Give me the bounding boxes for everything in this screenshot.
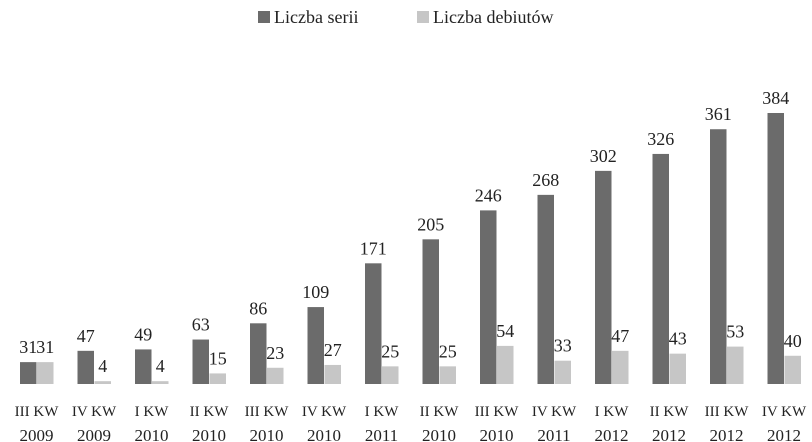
value-label: 33	[554, 336, 572, 356]
bar	[669, 353, 686, 384]
x-tick-label: 2010	[192, 426, 226, 442]
value-label: 43	[669, 329, 687, 349]
bar	[209, 373, 226, 384]
value-label: 49	[134, 324, 152, 344]
x-tick-label: 2010	[307, 426, 341, 442]
legend-label: Liczba debiutów	[433, 7, 553, 27]
value-label: 53	[726, 322, 744, 342]
bar	[537, 194, 554, 384]
x-tick-label: 2012	[652, 426, 686, 442]
bar	[480, 210, 497, 384]
value-label: 171	[360, 238, 387, 258]
bar	[439, 366, 456, 384]
bar	[784, 355, 801, 384]
value-label: 47	[77, 326, 95, 346]
x-tick-label: IV KW	[762, 404, 807, 420]
x-tick-label: III KW	[705, 404, 750, 420]
bar	[382, 366, 399, 384]
bar	[652, 153, 669, 384]
legend-label: Liczba serii	[274, 7, 358, 27]
x-tick-label: IV KW	[72, 404, 117, 420]
bar	[37, 362, 54, 384]
x-tick-label: I KW	[135, 404, 170, 420]
value-label: 25	[381, 341, 399, 361]
x-tick-label: 2012	[710, 426, 744, 442]
x-tick-label: I KW	[365, 404, 400, 420]
bar	[365, 263, 382, 384]
value-label: 63	[192, 315, 210, 335]
bar	[595, 170, 612, 384]
value-label: 268	[532, 170, 559, 190]
bar	[422, 239, 439, 384]
bar	[307, 307, 324, 384]
value-label: 47	[611, 326, 629, 346]
value-label: 15	[209, 348, 227, 368]
x-tick-label: II KW	[190, 404, 230, 420]
value-label: 361	[705, 104, 732, 124]
x-tick-label: IV KW	[302, 404, 347, 420]
value-label: 246	[475, 185, 502, 205]
legend-swatch	[417, 11, 429, 23]
bar	[267, 367, 284, 384]
value-label: 54	[496, 321, 514, 341]
x-tick-label: 2010	[135, 426, 169, 442]
value-label: 326	[647, 129, 674, 149]
value-label: 4	[156, 356, 165, 376]
x-tick-label: IV KW	[532, 404, 577, 420]
bar	[192, 339, 209, 384]
value-label: 31	[36, 337, 54, 357]
x-tick-label: 2010	[480, 426, 514, 442]
x-tick-label: 2012	[767, 426, 801, 442]
bar	[152, 381, 169, 384]
x-tick-label: III KW	[245, 404, 290, 420]
bar	[710, 129, 727, 384]
value-label: 27	[324, 340, 342, 360]
value-label: 40	[784, 331, 802, 351]
x-tick-label: 2011	[365, 426, 398, 442]
value-label: 23	[266, 343, 284, 363]
x-tick-label: 2011	[537, 426, 570, 442]
bar	[554, 360, 571, 384]
x-tick-label: II KW	[420, 404, 460, 420]
bar	[497, 345, 514, 384]
value-label: 31	[19, 337, 37, 357]
legend-swatch	[258, 11, 270, 23]
bar	[767, 113, 784, 384]
bar	[612, 350, 629, 384]
value-label: 302	[590, 146, 617, 166]
x-tick-label: 2009	[77, 426, 111, 442]
value-label: 384	[762, 88, 789, 108]
x-tick-label: 2009	[20, 426, 54, 442]
x-tick-label: 2012	[595, 426, 629, 442]
bar	[727, 346, 744, 384]
x-tick-label: III KW	[15, 404, 60, 420]
bar	[20, 362, 37, 384]
x-tick-label: I KW	[595, 404, 630, 420]
x-tick-label: III KW	[475, 404, 520, 420]
bar	[250, 323, 267, 384]
bar	[324, 364, 341, 384]
value-label: 86	[249, 298, 267, 318]
value-label: 25	[439, 341, 457, 361]
x-tick-label: 2010	[250, 426, 284, 442]
x-tick-label: II KW	[650, 404, 690, 420]
value-label: 109	[302, 282, 329, 302]
bar	[94, 381, 111, 384]
bar	[77, 350, 94, 384]
value-label: 4	[98, 356, 107, 376]
value-label: 205	[417, 214, 444, 234]
bar	[135, 349, 152, 384]
x-tick-label: 2010	[422, 426, 456, 442]
